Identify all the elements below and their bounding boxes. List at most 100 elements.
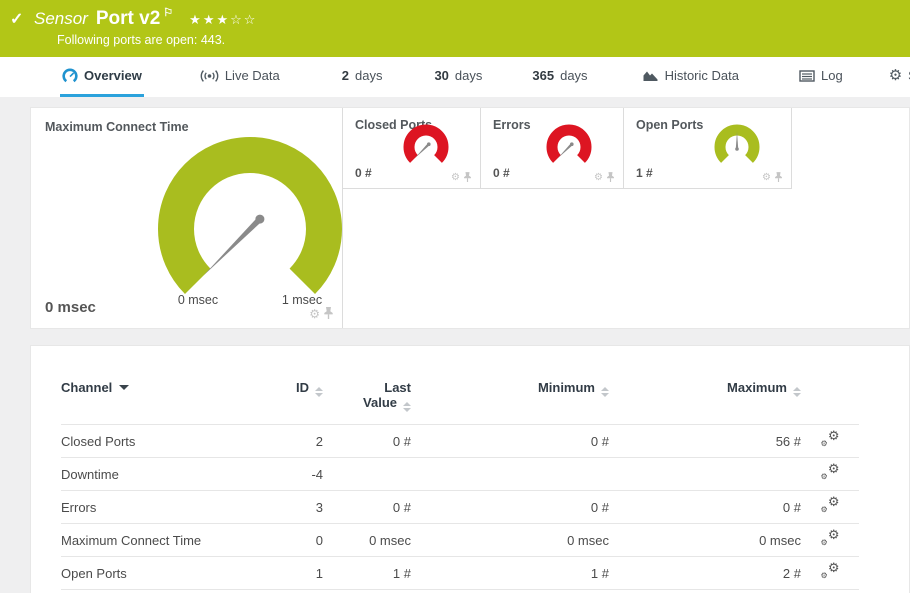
gauge-title: Errors	[493, 118, 531, 132]
channel-settings-icon[interactable]: ⚙ ⚙	[820, 462, 840, 481]
channel-minimum: 0 #	[411, 490, 609, 524]
gauge-title: Closed Ports	[355, 118, 433, 132]
gauge-pin-icon[interactable]	[463, 172, 472, 183]
sensor-status-header: ✓ Sensor Port v2 ⚐ ★★★☆☆ Following ports …	[0, 0, 910, 57]
column-label: Value	[363, 395, 397, 410]
channel-id: 1	[261, 556, 323, 590]
tab-2-days-unit: days	[354, 68, 383, 83]
table-row-closed-ports: Closed Ports 2 0 # 0 # 56 # ⚙ ⚙	[61, 424, 859, 458]
table-row-errors: Errors 3 0 # 0 # 0 # ⚙ ⚙	[61, 490, 859, 524]
sort-toggle-icon	[315, 387, 323, 397]
sensor-kind-label: Sensor	[34, 9, 88, 28]
gauge-scale-max: 1 msec	[282, 293, 322, 307]
table-row-maximum-connect-time: Maximum Connect Time 0 0 msec 0 msec 0 m…	[61, 523, 859, 557]
gauge-current-value: 1 #	[636, 166, 653, 180]
tab-historic-data[interactable]: Historic Data	[640, 57, 741, 97]
errors-gauge	[546, 124, 592, 163]
gauge-pin-icon[interactable]	[323, 307, 334, 320]
channel-maximum: 56 #	[609, 424, 801, 458]
tab-log[interactable]: Log	[797, 57, 845, 97]
column-header-id[interactable]: ID	[261, 380, 323, 425]
tab-30-days-number: 30	[434, 68, 449, 83]
channel-name: Errors	[61, 490, 261, 524]
channel-id: -4	[261, 457, 323, 491]
channel-maximum: 0 #	[609, 490, 801, 524]
gauge-settings-gear-icon[interactable]: ⚙	[451, 171, 460, 183]
column-header-actions	[801, 380, 859, 425]
tab-overview[interactable]: Overview	[60, 57, 144, 97]
gauge-needle	[203, 217, 262, 276]
gauge-settings-gear-icon[interactable]: ⚙	[762, 171, 771, 183]
gauge-needle	[557, 143, 573, 159]
gauge-needle	[735, 131, 739, 150]
channel-maximum: 2 #	[609, 556, 801, 590]
column-header-last-value[interactable]: Last Value	[323, 380, 411, 425]
channels-table: Channel ID Last Value Minimum Maximum	[61, 380, 859, 590]
channel-name: Open Ports	[61, 556, 261, 590]
sensor-name: Port v2 ⚐	[96, 6, 173, 30]
gauge-cell-open-ports: Open Ports 1 # ⚙	[624, 108, 792, 189]
gauge-cell-maximum-connect-time: Maximum Connect Time 0 msec 1 msec 0 mse…	[31, 108, 343, 328]
column-label: Last	[384, 380, 411, 395]
channel-name: Closed Ports	[61, 424, 261, 458]
column-header-maximum[interactable]: Maximum	[609, 380, 801, 425]
channel-settings-icon[interactable]: ⚙ ⚙	[820, 528, 840, 547]
tab-2-days[interactable]: 2 days	[340, 57, 385, 97]
channel-minimum: 0 #	[411, 424, 609, 458]
gauge-current-value: 0 #	[355, 166, 372, 180]
channel-id: 2	[261, 424, 323, 458]
open-ports-gauge	[714, 124, 760, 163]
stars-empty: ☆☆	[230, 13, 258, 28]
column-header-channel[interactable]: Channel	[61, 380, 261, 425]
channel-settings-icon[interactable]: ⚙ ⚙	[820, 495, 840, 514]
channel-last-value: 0 #	[323, 490, 411, 524]
gauge-needle	[414, 143, 430, 159]
channels-panel: Channel ID Last Value Minimum Maximum	[30, 345, 910, 593]
gauge-scale-min: 0 msec	[178, 293, 218, 307]
tab-live-data[interactable]: Live Data	[198, 57, 282, 97]
column-label: Minimum	[537, 380, 595, 395]
column-header-minimum[interactable]: Minimum	[411, 380, 609, 425]
sort-toggle-icon	[601, 387, 609, 397]
sensor-status-message: Following ports are open: 443.	[57, 33, 226, 47]
flag-icon[interactable]: ⚐	[163, 7, 174, 19]
sensor-ok-check-icon: ✓	[10, 11, 24, 28]
tab-2-days-number: 2	[341, 68, 349, 83]
priority-stars[interactable]: ★★★☆☆	[189, 13, 257, 28]
tab-settings[interactable]: ⚙ Settings	[887, 57, 910, 97]
closed-ports-gauge	[403, 124, 449, 163]
channel-last-value: 0 msec	[323, 523, 411, 557]
tab-365-days[interactable]: 365 days	[530, 57, 589, 97]
stars-filled: ★★★	[189, 13, 231, 28]
channel-last-value: 1 #	[323, 556, 411, 590]
live-data-icon	[200, 69, 219, 83]
gauge-cell-closed-ports: Closed Ports 0 # ⚙	[343, 108, 481, 189]
gauge-icon	[62, 68, 78, 84]
gauge-title: Open Ports	[636, 118, 704, 132]
channel-maximum: 0 msec	[609, 523, 801, 557]
tab-30-days[interactable]: 30 days	[432, 57, 484, 97]
column-label: Maximum	[727, 380, 787, 395]
gauge-settings-gear-icon[interactable]: ⚙	[309, 306, 320, 321]
channel-last-value: 0 #	[323, 424, 411, 458]
table-row-open-ports: Open Ports 1 1 # 1 # 2 # ⚙ ⚙	[61, 556, 859, 590]
gauge-settings-gear-icon[interactable]: ⚙	[594, 171, 603, 183]
sensor-name-text: Port v2	[95, 8, 161, 29]
channel-id: 0	[261, 523, 323, 557]
channel-settings-icon[interactable]: ⚙ ⚙	[820, 429, 840, 448]
gauge-cell-errors: Errors 0 # ⚙	[481, 108, 624, 189]
tab-log-label: Log	[820, 68, 843, 83]
gauge-pin-icon[interactable]	[606, 172, 615, 183]
log-list-icon	[799, 69, 815, 82]
column-label: Channel	[61, 380, 113, 395]
tab-30-days-unit: days	[454, 68, 483, 83]
gauge-pin-icon[interactable]	[774, 172, 783, 183]
channel-settings-icon[interactable]: ⚙ ⚙	[820, 561, 840, 580]
channel-minimum: 0 msec	[411, 523, 609, 557]
tab-overview-label: Overview	[84, 68, 142, 83]
sensor-tabbar: Overview Live Data 2 days 30 days 365 da…	[0, 57, 910, 97]
tab-365-days-unit: days	[560, 68, 588, 83]
overview-content: Maximum Connect Time 0 msec 1 msec 0 mse…	[0, 97, 910, 593]
sort-toggle-icon	[403, 402, 411, 412]
channel-minimum: 1 #	[411, 556, 609, 590]
